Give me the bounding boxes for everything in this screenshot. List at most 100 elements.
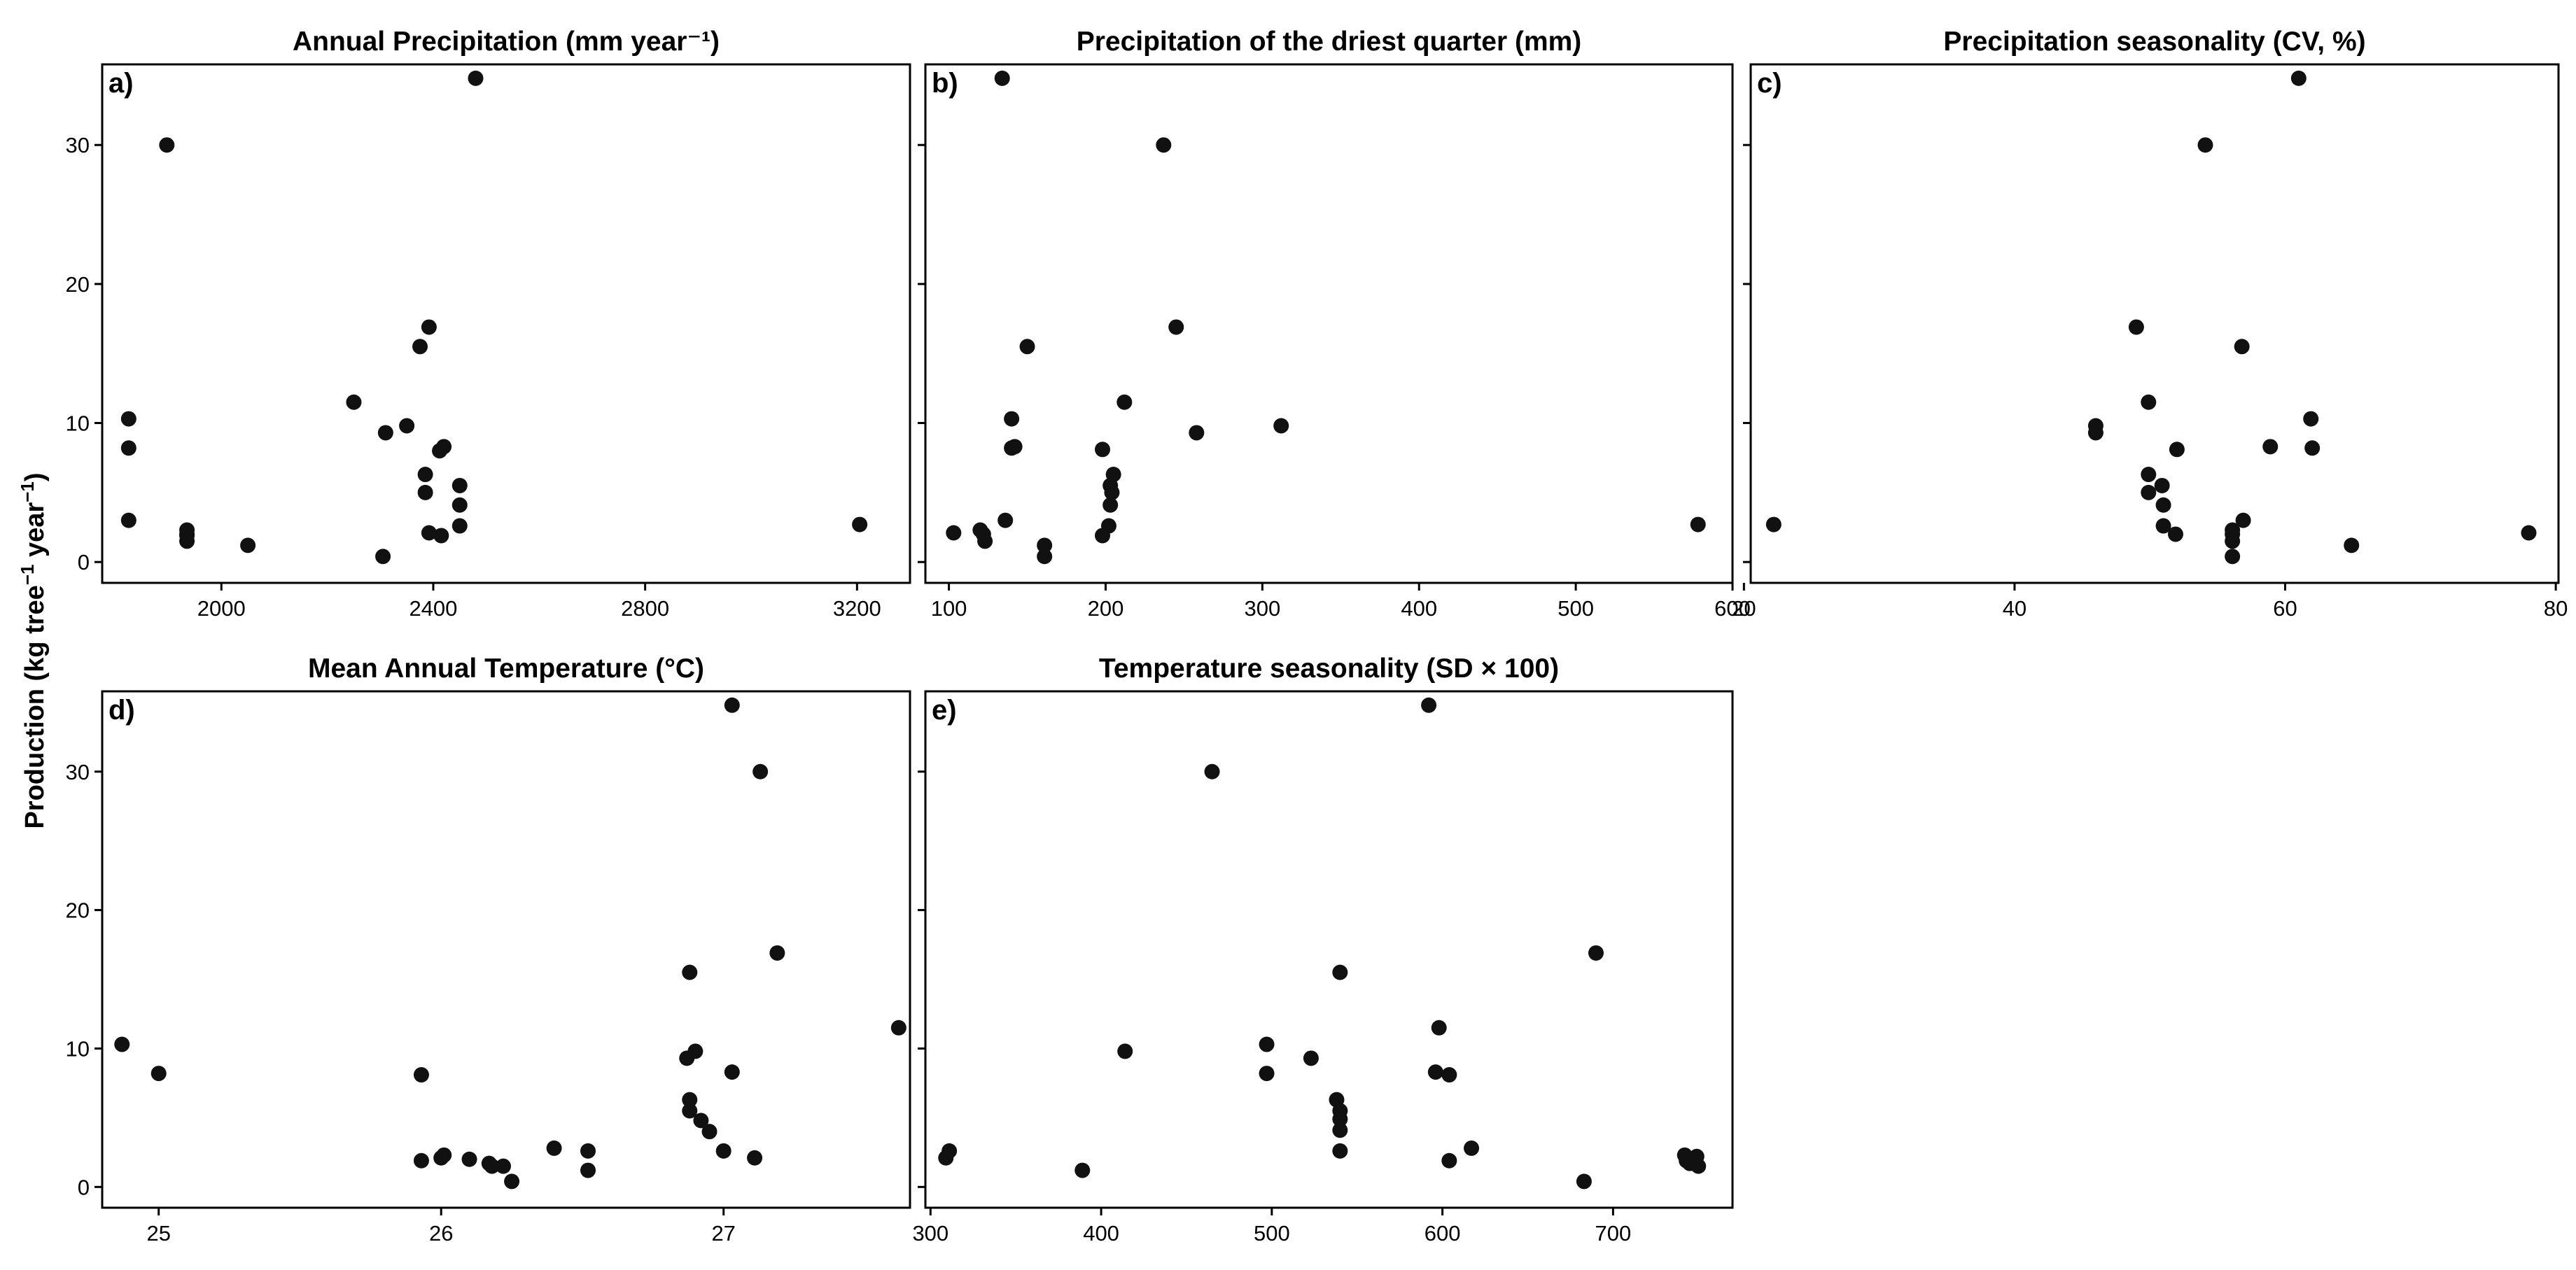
panel-e-title: Temperature seasonality (SD × 100) xyxy=(1099,654,1559,684)
data-point-a-21 xyxy=(451,477,468,493)
data-point-c-2 xyxy=(2087,425,2104,441)
data-point-c-3 xyxy=(2128,319,2144,335)
data-point-b-17 xyxy=(1105,467,1121,483)
panels-group: Annual Precipitation (mm year⁻¹)a)2000 24… xyxy=(66,27,2568,1246)
data-point-a-19 xyxy=(436,439,452,455)
data-point-e-1 xyxy=(941,1143,958,1159)
y-tick-label-d-3: 30 xyxy=(66,760,90,784)
data-point-d-18 xyxy=(687,1043,704,1059)
x-tick-label-a-1: 2400 xyxy=(409,596,457,621)
data-point-a-12 xyxy=(399,418,415,434)
data-point-e-14 xyxy=(1421,697,1437,713)
panel-e: Temperature seasonality (SD × 100) e) 300 4… xyxy=(912,654,1734,1246)
data-point-a-2 xyxy=(120,512,136,528)
data-point-b-18 xyxy=(1104,484,1120,500)
x-tick-label-d-0: 25 xyxy=(146,1221,170,1246)
data-point-a-14 xyxy=(417,467,433,483)
panel-a-title: Annual Precipitation (mm year⁻¹) xyxy=(293,27,720,57)
panel-d-frame xyxy=(101,690,911,1209)
y-tick-label-d-1: 10 xyxy=(66,1036,90,1061)
x-tick-label-c-2: 60 xyxy=(2273,596,2297,621)
x-tick-label-d-2: 27 xyxy=(711,1221,735,1246)
data-point-c-11 xyxy=(2169,442,2185,458)
x-tick-label-b-2: 300 xyxy=(1244,596,1280,621)
data-point-e-7 xyxy=(1303,1050,1319,1066)
panel-b-frame xyxy=(924,63,1734,584)
data-point-d-21 xyxy=(715,1143,732,1159)
data-point-d-13 xyxy=(580,1162,596,1178)
data-point-b-11 xyxy=(1037,549,1053,565)
data-point-c-0 xyxy=(1765,516,1782,532)
y-tick-label-a-1: 10 xyxy=(66,411,90,436)
x-tick-label-e-2: 500 xyxy=(1254,1221,1290,1246)
data-point-c-19 xyxy=(2262,439,2278,455)
data-point-d-16 xyxy=(682,1092,698,1108)
data-point-c-21 xyxy=(2303,411,2319,427)
data-point-e-17 xyxy=(1441,1067,1457,1083)
data-point-d-0 xyxy=(114,1036,130,1052)
panel-a: Annual Precipitation (mm year⁻¹) a) 2000 24… xyxy=(66,27,911,621)
x-tick-label-a-2: 2800 xyxy=(621,596,669,621)
y-tick-label-d-2: 20 xyxy=(66,898,90,923)
data-point-b-20 xyxy=(1156,137,1172,153)
data-point-d-8 xyxy=(484,1158,500,1174)
data-point-e-19 xyxy=(1464,1140,1480,1156)
data-point-e-6 xyxy=(1259,1066,1275,1082)
panel-d-letter: d) xyxy=(108,695,135,726)
data-point-a-8 xyxy=(240,537,256,553)
data-point-b-0 xyxy=(946,525,962,541)
data-point-d-6 xyxy=(461,1151,477,1167)
data-point-d-19 xyxy=(693,1113,709,1129)
x-tick-label-e-4: 700 xyxy=(1595,1221,1631,1246)
x-tick-label-c-3: 80 xyxy=(2544,596,2568,621)
data-point-d-24 xyxy=(747,1150,763,1166)
data-point-a-3 xyxy=(159,137,175,153)
data-point-d-17 xyxy=(682,1103,698,1119)
data-point-a-1 xyxy=(120,440,136,456)
panel-b: Precipitation of the driest quarter (mm)… xyxy=(918,27,1751,621)
data-point-b-16 xyxy=(1102,497,1119,513)
data-point-d-22 xyxy=(724,697,740,713)
x-tick-label-a-0: 2000 xyxy=(197,596,246,621)
data-point-d-20 xyxy=(701,1124,718,1140)
data-point-c-7 xyxy=(2154,477,2170,493)
data-point-b-5 xyxy=(997,512,1014,528)
panel-d: Mean Annual Temperature (°C) d) 25 26 27 0 10 2… xyxy=(66,654,911,1246)
data-point-d-9 xyxy=(495,1158,511,1174)
data-point-b-12 xyxy=(1094,442,1110,458)
data-point-e-20 xyxy=(1576,1173,1592,1190)
data-point-c-22 xyxy=(2304,440,2320,456)
data-point-c-20 xyxy=(2290,70,2306,86)
data-point-c-12 xyxy=(2197,137,2213,153)
data-point-d-25 xyxy=(752,763,769,779)
data-point-d-5 xyxy=(436,1147,452,1163)
data-point-e-21 xyxy=(1588,945,1604,961)
data-point-e-13 xyxy=(1332,1143,1348,1159)
data-point-c-5 xyxy=(2141,467,2157,483)
data-point-b-8 xyxy=(1007,439,1023,455)
data-point-e-12 xyxy=(1332,1122,1348,1138)
data-point-a-20 xyxy=(433,528,449,544)
data-point-a-10 xyxy=(375,549,391,565)
data-point-c-23 xyxy=(2344,537,2360,553)
y-axis-label: Production (kg tree−1 year−1) xyxy=(17,472,50,828)
panel-a-frame xyxy=(101,63,911,584)
data-point-b-24 xyxy=(1690,516,1706,532)
data-point-b-22 xyxy=(1189,425,1205,441)
y-tick-label-d-0: 0 xyxy=(78,1175,90,1199)
data-point-e-4 xyxy=(1204,763,1220,779)
data-point-a-13 xyxy=(412,339,428,355)
x-tick-label-d-1: 26 xyxy=(429,1221,453,1246)
panel-c-frame xyxy=(1749,63,2560,584)
data-point-e-9 xyxy=(1332,964,1348,980)
data-point-c-10 xyxy=(2167,526,2183,542)
data-point-d-1 xyxy=(150,1066,167,1082)
data-point-c-6 xyxy=(2141,484,2157,500)
panel-c: Precipitation seasonality (CV, %) c) 20 40 6… xyxy=(1732,27,2568,621)
x-tick-label-e-3: 600 xyxy=(1424,1221,1461,1246)
data-point-c-24 xyxy=(2521,525,2537,541)
data-point-a-23 xyxy=(451,518,468,534)
data-point-d-26 xyxy=(769,945,785,961)
x-tick-label-e-0: 300 xyxy=(912,1221,948,1246)
